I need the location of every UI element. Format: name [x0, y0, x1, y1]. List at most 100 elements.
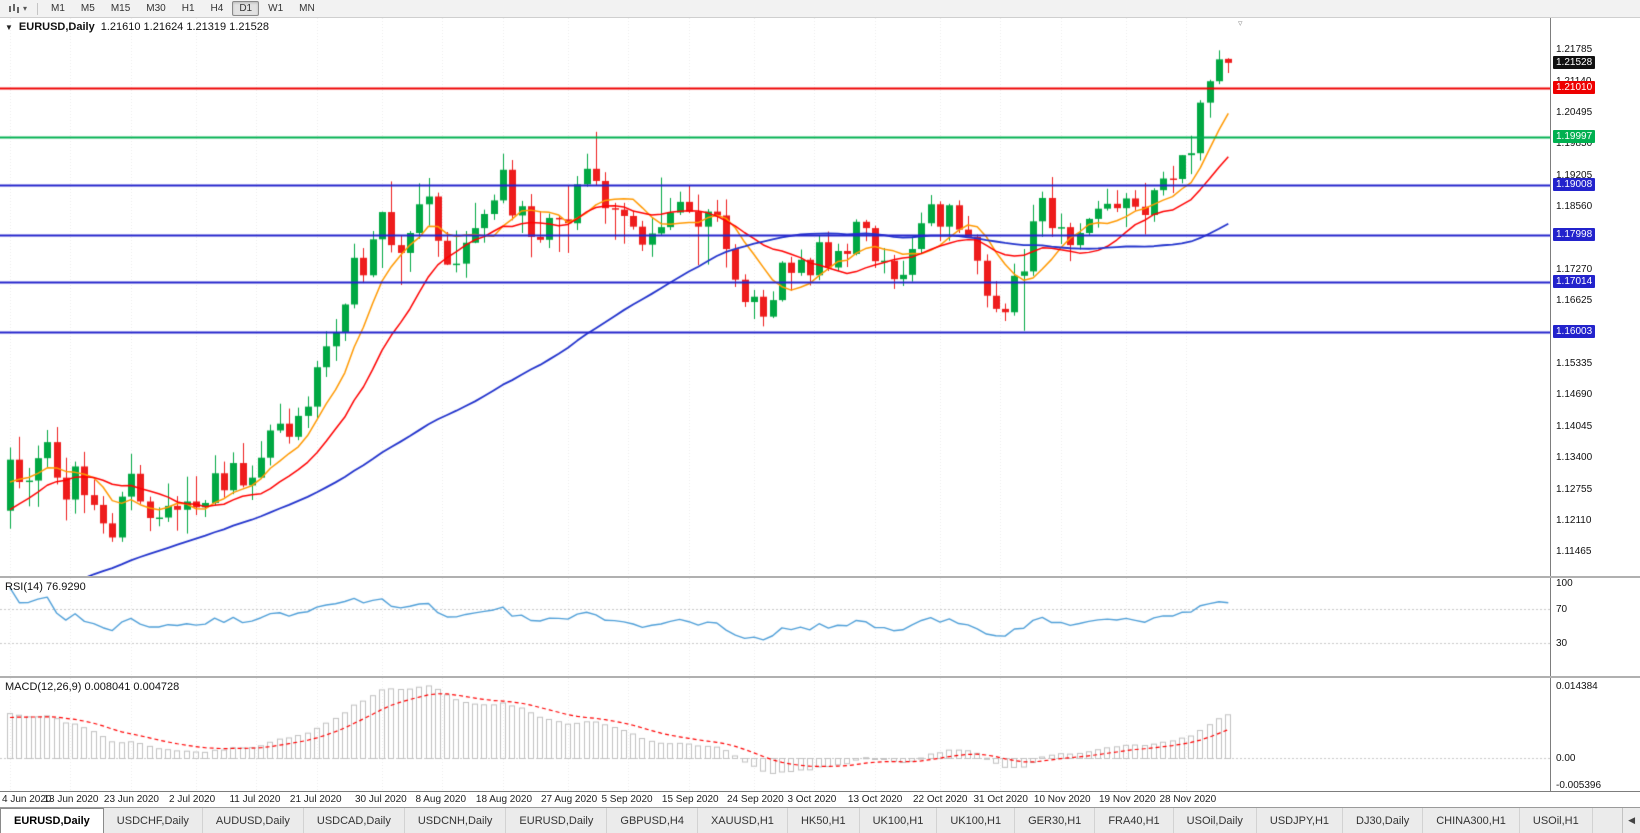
date-axis-label: 21 Jul 2020: [289, 794, 342, 805]
date-axis-label: 24 Sep 2020: [727, 794, 784, 805]
macd-label: MACD(12,26,9) 0.008041 0.004728: [5, 681, 180, 693]
panel-resize-separator[interactable]: [0, 576, 1640, 578]
price-axis-label: 1.16625: [1556, 295, 1593, 307]
price-axis-label: 1.12755: [1556, 483, 1593, 495]
date-axis-label: 15 Sep 2020: [661, 794, 719, 805]
macd-panel: MACD(12,26,9) 0.008041 0.004728 0.014384…: [0, 678, 1640, 791]
date-axis-label: 13 Jun 2020: [43, 794, 99, 805]
price-axis-label: 1.18560: [1556, 201, 1593, 213]
chart-tab-audusd-daily[interactable]: AUDUSD,Daily: [202, 808, 304, 833]
price-axis-label: 1.19205: [1556, 169, 1593, 181]
date-axis-label: 11 Jul 2020: [229, 794, 281, 805]
price-axis-label: 1.20495: [1556, 107, 1593, 119]
price-tag: 1.17998: [1553, 227, 1596, 241]
timeframe-button-m1[interactable]: M1: [51, 3, 65, 14]
timeframe-button-m5[interactable]: M5: [80, 3, 95, 14]
chart-tab-china300-h1[interactable]: CHINA300,H1: [1423, 808, 1520, 833]
date-axis-label: 18 Aug 2020: [475, 794, 533, 805]
date-axis-label: 23 Jun 2020: [103, 794, 159, 805]
chevron-down-icon: ▾: [23, 4, 28, 13]
date-axis-label: 3 Oct 2020: [787, 794, 837, 805]
price-axis-label: 1.15335: [1556, 358, 1593, 370]
date-axis-label: 30 Jul 2020: [355, 794, 407, 805]
macd-axis[interactable]: 0.014384 0.00 -0.005396: [1550, 678, 1640, 791]
chart-header: ▼ EURUSD,Daily 1.21610 1.21624 1.21319 1…: [5, 21, 269, 33]
date-axis[interactable]: 4 Jun 2020 13 Jun 2020 23 Jun 2020 2 Jul 20…: [0, 791, 1640, 807]
chart-tab-usoil-h1[interactable]: USOil,H1: [1519, 808, 1593, 833]
chart-tab-dj30-daily[interactable]: DJ30,Daily: [1343, 808, 1424, 833]
price-axis[interactable]: 1.217851.211401.204951.198501.192051.185…: [1550, 18, 1640, 576]
chart-tab-uk100-h1[interactable]: UK100,H1: [937, 808, 1016, 833]
price-axis-label: 1.19850: [1556, 138, 1593, 150]
chart-tab-eurusd-daily[interactable]: EURUSD,Daily: [0, 808, 104, 833]
timeframe-button-h1[interactable]: H1: [181, 3, 195, 14]
macd-axis-label: 0.00: [1556, 752, 1576, 764]
date-axis-label: 8 Aug 2020: [415, 794, 467, 805]
chart-tab-gbpusd-h4[interactable]: GBPUSD,H4: [607, 808, 698, 833]
date-axis-label: 19 Nov 2020: [1099, 794, 1156, 805]
price-tag: 1.21010: [1553, 81, 1596, 95]
price-axis-label: 1.14045: [1556, 420, 1593, 432]
timeframe-button-mn[interactable]: MN: [299, 3, 315, 14]
date-axis-label: 22 Oct 2020: [913, 794, 968, 805]
chart-tab-eurusd-daily[interactable]: EURUSD,Daily: [506, 808, 608, 833]
toolbar-separator: [37, 2, 39, 15]
date-axis-label: 10 Nov 2020: [1033, 794, 1091, 805]
panel-resize-separator[interactable]: [0, 676, 1640, 678]
price-axis-label: 1.13400: [1556, 452, 1593, 464]
rsi-axis[interactable]: 100 70 30: [1550, 578, 1640, 676]
price-tag: 1.19008: [1553, 178, 1596, 192]
chart-ohlc: 1.21610 1.21624 1.21319 1.21528: [100, 21, 269, 33]
price-axis-label: 1.12110: [1556, 514, 1592, 526]
chart-shift-marker: ▿: [1238, 18, 1243, 28]
symbol-dropdown-icon: ▼: [5, 22, 13, 32]
chart-tab-fra40-h1[interactable]: FRA40,H1: [1095, 808, 1174, 833]
timeframe-button-d1[interactable]: D1: [232, 1, 260, 16]
macd-canvas[interactable]: [0, 678, 1550, 791]
chart-title: EURUSD,Daily: [18, 21, 95, 33]
timeframe-button-h4[interactable]: H4: [210, 3, 224, 14]
date-axis-label: 31 Oct 2020: [973, 794, 1028, 805]
chart-tab-xauusd-h1[interactable]: XAUUSD,H1: [697, 808, 788, 833]
rsi-axis-label: 70: [1556, 603, 1568, 615]
timeframe-buttons: M1 M5 M15 M30 H1 H4 D1 W1 MN: [44, 1, 322, 16]
chart-type-icon: [9, 4, 19, 13]
chart-tab-hk50-h1[interactable]: HK50,H1: [787, 808, 860, 833]
price-tag: 1.19997: [1553, 130, 1596, 144]
tab-scroll-arrow-icon[interactable]: ◀: [1622, 808, 1640, 833]
chart-tab-uk100-h1[interactable]: UK100,H1: [859, 808, 938, 833]
timeframe-button-m30[interactable]: M30: [146, 3, 166, 14]
timeframe-button-m15[interactable]: M15: [110, 3, 131, 14]
price-axis-label: 1.14690: [1556, 389, 1593, 401]
macd-axis-label: 0.014384: [1556, 681, 1598, 692]
main-chart-canvas[interactable]: [0, 18, 1550, 576]
date-axis-label: 2 Jul 2020: [169, 794, 216, 805]
date-axis-label: 13 Oct 2020: [847, 794, 903, 805]
rsi-axis-label: 100: [1556, 578, 1573, 589]
rsi-panel: RSI(14) 76.9290 100 70 30: [0, 578, 1640, 676]
date-axis-label: 28 Nov 2020: [1159, 794, 1217, 805]
chart-tab-usdchf-daily[interactable]: USDCHF,Daily: [103, 808, 203, 833]
date-axis-label: 4 Jun 2020: [2, 794, 52, 805]
timeframe-button-w1[interactable]: W1: [268, 3, 284, 14]
chart-tab-usdcnh-daily[interactable]: USDCNH,Daily: [404, 808, 507, 833]
date-axis-label: 5 Sep 2020: [601, 794, 653, 805]
price-tag: 1.16003: [1553, 324, 1596, 338]
rsi-axis-label: 30: [1556, 638, 1568, 650]
date-axis-label: 27 Aug 2020: [541, 794, 598, 805]
chart-tabs: ◀ EURUSD,Daily USDCHF,Daily AUDUSD,Daily US…: [0, 807, 1640, 833]
price-axis-label: 1.21785: [1556, 44, 1593, 56]
chart-tab-usdcad-daily[interactable]: USDCAD,Daily: [303, 808, 405, 833]
rsi-label: RSI(14) 76.9290: [5, 581, 86, 593]
chart-type-button[interactable]: ▾: [4, 3, 31, 14]
macd-axis-label: -0.005396: [1556, 780, 1602, 791]
price-tag: 1.17014: [1553, 275, 1596, 289]
chart-tab-usoil-daily[interactable]: USOil,Daily: [1173, 808, 1257, 833]
main-chart-panel: ▼ EURUSD,Daily 1.21610 1.21624 1.21319 1…: [0, 18, 1640, 576]
chart-tab-ger30-h1[interactable]: GER30,H1: [1015, 808, 1096, 833]
price-axis-label: 1.17270: [1556, 263, 1593, 275]
price-tag: 1.21528: [1553, 55, 1596, 69]
chart-tab-usdjpy-h1[interactable]: USDJPY,H1: [1256, 808, 1344, 833]
rsi-canvas[interactable]: [0, 578, 1550, 676]
